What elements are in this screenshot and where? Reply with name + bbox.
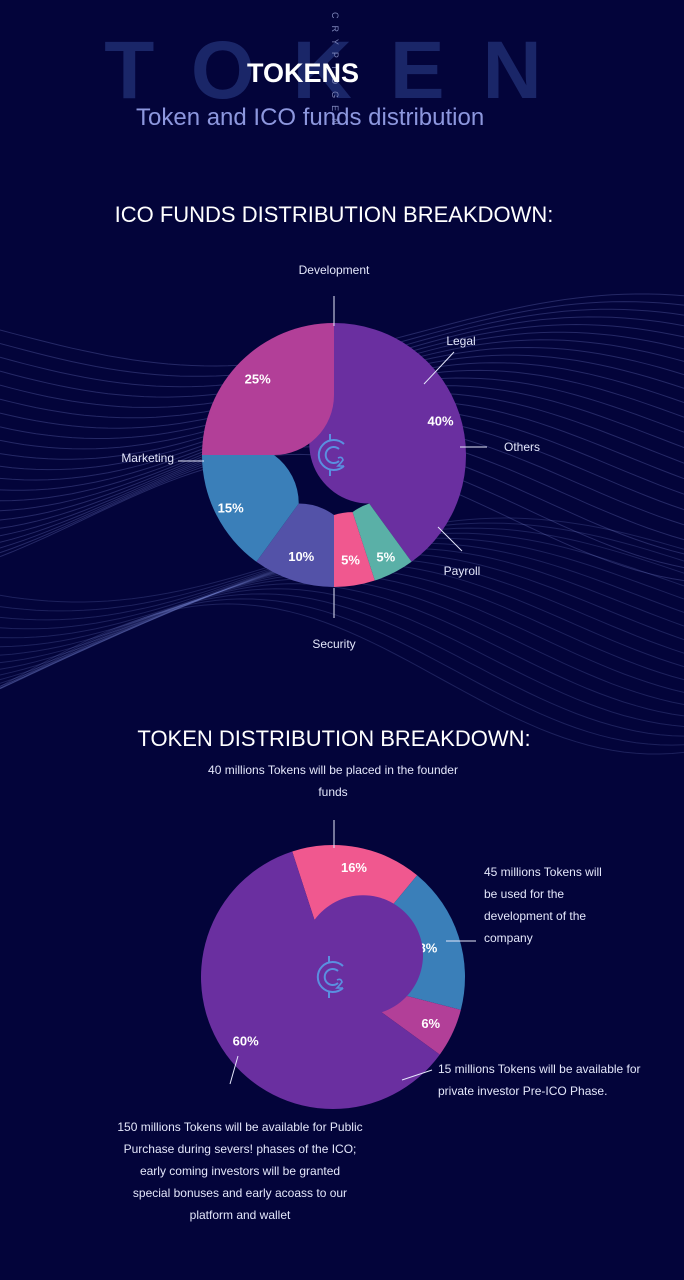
slice-value-label: 10% bbox=[288, 549, 314, 564]
background-word: TOKEN bbox=[104, 25, 580, 116]
page-subtitle: Token and ICO funds distribution bbox=[136, 104, 485, 131]
label-marketing: Marketing bbox=[121, 451, 174, 465]
label-others: Others bbox=[504, 440, 540, 454]
note-public-purchase: 150 millions Tokens will be available fo… bbox=[100, 1116, 380, 1226]
donut-slice bbox=[202, 455, 299, 562]
slice-value-label: 5% bbox=[376, 550, 395, 565]
leader-line bbox=[437, 526, 463, 552]
slice-value-label: 40% bbox=[428, 413, 454, 428]
note-pre-ico: 15 millions Tokens will be available for… bbox=[438, 1058, 678, 1102]
leader-line bbox=[229, 1055, 239, 1085]
donut-slice bbox=[202, 323, 334, 455]
donut-slice bbox=[256, 503, 334, 587]
page-title: TOKENS bbox=[246, 58, 360, 88]
slice-value-label: 15% bbox=[218, 501, 244, 516]
label-development: Development bbox=[299, 263, 370, 277]
label-security: Security bbox=[312, 637, 355, 651]
note-line: special bonuses and early acoass to our bbox=[132, 1186, 348, 1200]
leader-line bbox=[401, 1069, 433, 1081]
ico-chart-title: ICO FUNDS DISTRIBUTION BREAKDOWN: bbox=[114, 202, 554, 227]
note-line: Purchase during severs! phases of the IC… bbox=[123, 1142, 357, 1156]
note-line: development of the bbox=[484, 909, 587, 923]
donut-slice bbox=[201, 851, 440, 1109]
note-development: 45 millions Tokens will be used for the … bbox=[484, 861, 664, 949]
donut-slice bbox=[381, 991, 461, 1055]
note-line: company bbox=[484, 931, 533, 945]
slice-value-label: 5% bbox=[341, 553, 360, 568]
note-line: 15 millions Tokens will be available for bbox=[438, 1062, 641, 1076]
label-legal: Legal bbox=[446, 334, 475, 348]
note-line: early coming investors will be granted bbox=[139, 1164, 341, 1178]
note-line: 150 millions Tokens will be available fo… bbox=[117, 1120, 363, 1134]
note-line: 40 millions Tokens will be placed in the… bbox=[208, 763, 458, 777]
cryptogen-coin-icon bbox=[317, 434, 345, 476]
note-line: platform and wallet bbox=[189, 1208, 291, 1222]
note-line: funds bbox=[318, 785, 348, 799]
label-payroll: Payroll bbox=[444, 564, 481, 578]
note-founder-funds: 40 millions Tokens will be placed in the… bbox=[180, 759, 486, 803]
donut-slice bbox=[334, 512, 375, 587]
slice-value-label: 25% bbox=[245, 372, 271, 387]
slice-value-label: 16% bbox=[341, 860, 367, 875]
wave-line bbox=[0, 598, 684, 746]
wave-line bbox=[0, 603, 684, 755]
slice-value-label: 60% bbox=[233, 1033, 259, 1048]
wave-line bbox=[0, 583, 684, 717]
cryptogen-coin-icon bbox=[316, 956, 344, 998]
note-line: be used for the bbox=[484, 887, 565, 901]
leader-line bbox=[423, 351, 455, 385]
wave-line bbox=[0, 588, 684, 727]
slice-value-label: 6% bbox=[421, 1016, 440, 1031]
note-line: private investor Pre-ICO Phase. bbox=[438, 1084, 608, 1098]
note-line: 45 millions Tokens will bbox=[484, 865, 602, 879]
wave-line bbox=[0, 593, 684, 737]
token-chart-title: TOKEN DISTRIBUTION BREAKDOWN: bbox=[137, 726, 531, 751]
donut-slice bbox=[309, 323, 466, 562]
vertical-brand-word: CRYPTOGEN bbox=[330, 12, 340, 132]
donut-slice bbox=[352, 503, 412, 581]
